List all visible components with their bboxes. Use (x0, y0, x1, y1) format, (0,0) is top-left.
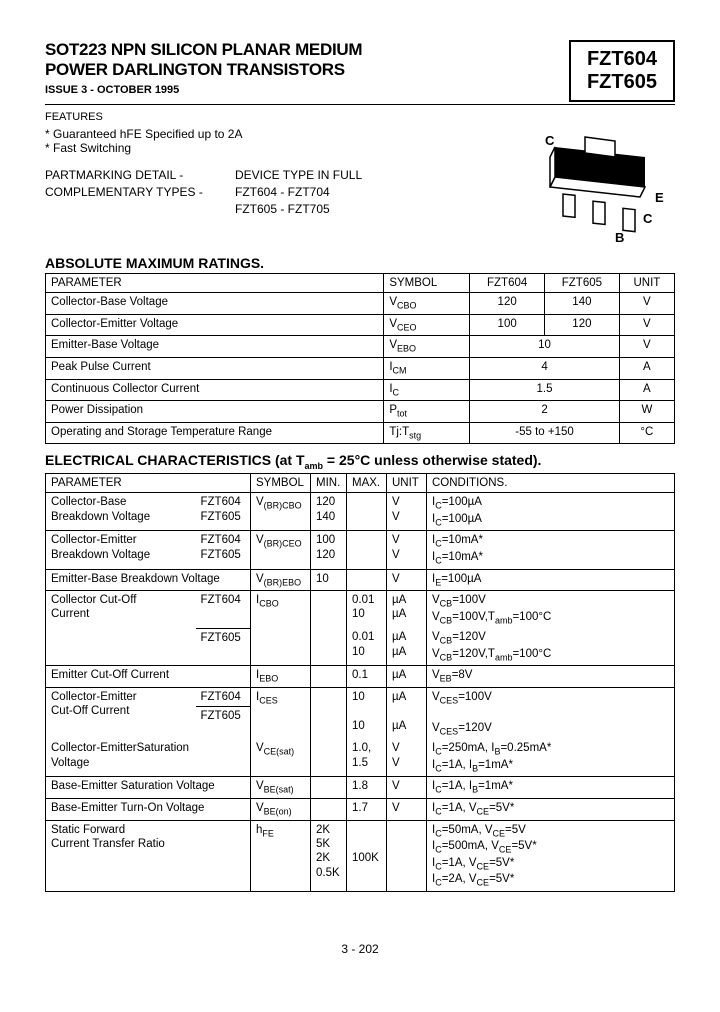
amr-header-row: PARAMETER SYMBOL FZT604 FZT605 UNIT (46, 274, 675, 293)
feature-item: Fast Switching (45, 141, 515, 155)
ec-table: PARAMETER SYMBOL MIN. MAX. UNIT CONDITIO… (45, 473, 675, 892)
features-list: Guaranteed hFE Specified up to 2A Fast S… (45, 127, 515, 155)
table-row: Peak Pulse CurrentICM4A (46, 358, 675, 380)
title-line1: SOT223 NPN SILICON PLANAR MEDIUM (45, 40, 559, 60)
svg-text:E: E (655, 190, 664, 205)
table-row: Collector-Base VoltageVCBO120140V (46, 293, 675, 315)
part-number-2: FZT605 (587, 71, 657, 94)
title-line2: POWER DARLINGTON TRANSISTORS (45, 60, 559, 80)
table-row: Static ForwardCurrent Transfer RatiohFE2… (46, 820, 675, 891)
table-row: Operating and Storage Temperature RangeT… (46, 422, 675, 444)
table-row: Emitter-Base VoltageVEBO10V (46, 336, 675, 358)
package-diagram: C E C B (515, 127, 675, 247)
table-row: Continuous Collector CurrentIC1.5A (46, 379, 675, 401)
table-row: Collector Cut-OffCurrentFZT604ICBO0.0110… (46, 591, 675, 629)
divider (45, 104, 675, 105)
amr-table: PARAMETER SYMBOL FZT604 FZT605 UNIT Coll… (45, 273, 675, 444)
features-text: Guaranteed hFE Specified up to 2A Fast S… (45, 127, 515, 217)
part-number-box: FZT604 FZT605 (569, 40, 675, 102)
part-number-1: FZT604 (587, 48, 657, 71)
table-row: Base-Emitter Turn-On VoltageVBE(on)1.7VI… (46, 798, 675, 820)
amr-title: ABSOLUTE MAXIMUM RATINGS. (45, 255, 675, 271)
table-row: Power DissipationPtot2W (46, 401, 675, 423)
ec-header-row: PARAMETER SYMBOL MIN. MAX. UNIT CONDITIO… (46, 474, 675, 493)
features-label: FEATURES (45, 111, 675, 123)
table-row: FZT6050.0110µAµAVCB=120VVCB=120V,Tamb=10… (46, 628, 675, 666)
ec-title: ELECTRICAL CHARACTERISTICS (at Tamb = 25… (45, 452, 675, 471)
svg-text:B: B (615, 230, 624, 245)
table-row: Collector-BaseBreakdown VoltageFZT604FZT… (46, 493, 675, 531)
header: SOT223 NPN SILICON PLANAR MEDIUM POWER D… (45, 40, 675, 102)
table-row: Base-Emitter Saturation VoltageVBE(sat)1… (46, 777, 675, 799)
page-number: 3 - 202 (45, 942, 675, 956)
svg-text:C: C (545, 133, 555, 148)
title-block: SOT223 NPN SILICON PLANAR MEDIUM POWER D… (45, 40, 559, 96)
table-row: Collector-EmitterSaturationVoltageVCE(sa… (46, 739, 675, 777)
table-row: Collector-Emitter VoltageVCEO100120V (46, 314, 675, 336)
issue-line: ISSUE 3 - OCTOBER 1995 (45, 84, 559, 96)
svg-text:C: C (643, 211, 653, 226)
table-row: Emitter-Base Breakdown VoltageV(BR)EBO10… (46, 569, 675, 591)
table-row: Collector-EmitterCut-Off CurrentFZT604FZ… (46, 687, 675, 739)
feature-item: Guaranteed hFE Specified up to 2A (45, 127, 515, 141)
table-row: Emitter Cut-Off CurrentIEBO0.1µAVEB=8V (46, 666, 675, 688)
table-row: Collector-EmitterBreakdown VoltageFZT604… (46, 531, 675, 569)
meta-lines: PARTMARKING DETAIL -DEVICE TYPE IN FULL … (45, 167, 515, 217)
